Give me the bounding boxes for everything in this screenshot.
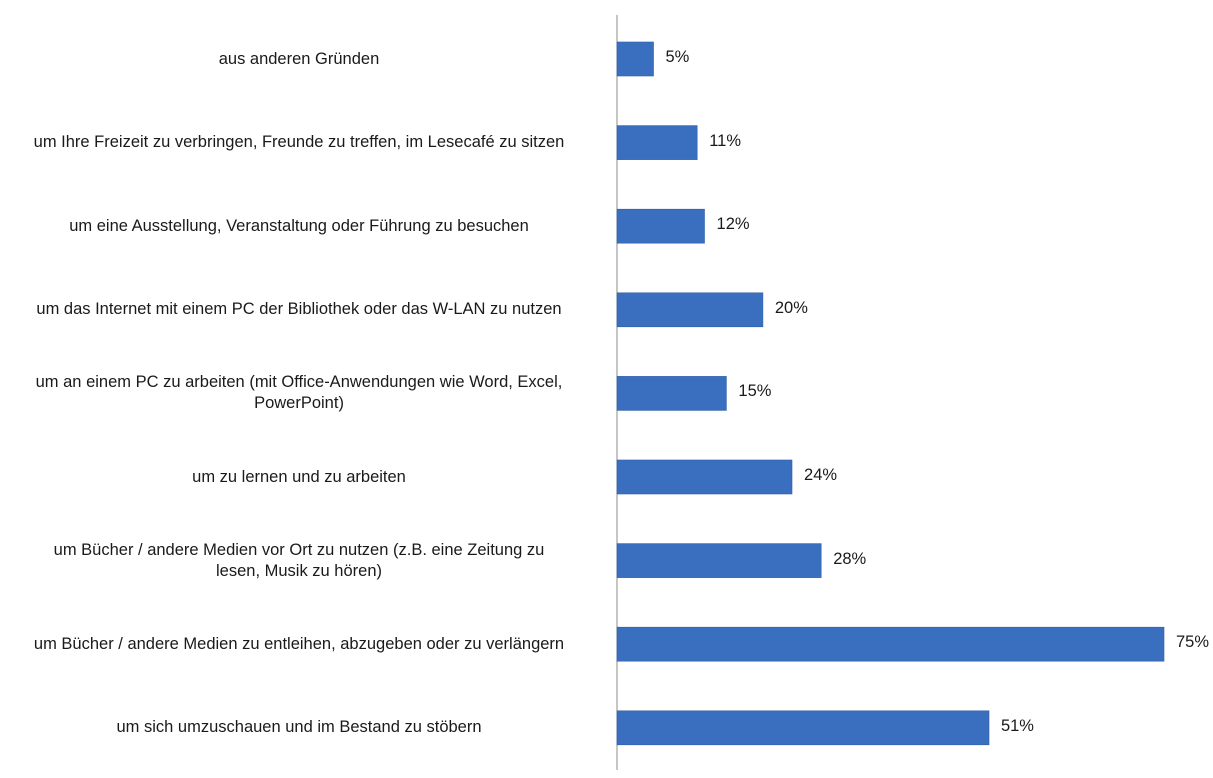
data-label: 11% [709, 131, 742, 150]
category-label-line: aus anderen Gründen [218, 49, 380, 68]
category-label-line: um Bücher / andere Medien vor Ort zu nut… [53, 540, 545, 559]
category-label: um eine Ausstellung, Veranstaltung oder … [0, 216, 599, 237]
category-label: um Bücher / andere Medien zu entleihen, … [0, 634, 599, 655]
data-label: 51% [1000, 716, 1034, 735]
bar [616, 41, 654, 77]
bar [616, 208, 705, 244]
category-label: um Ihre Freizeit zu verbringen, Freunde … [0, 132, 599, 153]
category-label: um zu lernen und zu arbeiten [0, 467, 599, 488]
data-label: 75% [1176, 633, 1210, 652]
category-label-line: um an einem PC zu arbeiten (mit Office-A… [35, 373, 563, 392]
category-label-line: um das Internet mit einem PC der Bibliot… [36, 300, 562, 319]
data-label: 12% [716, 215, 750, 234]
category-label-line: um Ihre Freizeit zu verbringen, Freunde … [33, 133, 565, 152]
bar [616, 710, 990, 746]
data-label: 24% [804, 466, 838, 484]
category-label-line: um sich umzuschauen und im Bestand zu st… [116, 718, 482, 737]
data-label: 15% [738, 382, 772, 401]
category-label: um das Internet mit einem PC der Bibliot… [0, 299, 599, 320]
category-label: um sich umzuschauen und im Bestand zu st… [0, 717, 599, 738]
bar [616, 459, 793, 495]
category-label-line: PowerPoint) [254, 394, 344, 413]
data-label: 28% [833, 549, 867, 568]
category-label: um an einem PC zu arbeiten (mit Office-A… [0, 372, 599, 414]
category-label: um Bücher / andere Medien vor Ort zu nut… [0, 540, 599, 582]
data-label: 20% [774, 298, 808, 317]
bar [616, 125, 698, 160]
bar [616, 292, 764, 328]
bar [616, 626, 1165, 662]
category-label-line: um eine Ausstellung, Veranstaltung oder … [69, 216, 529, 235]
category-label-line: um zu lernen und zu arbeiten [192, 467, 406, 486]
category-label-line: um Bücher / andere Medien zu entleihen, … [33, 634, 565, 653]
bar [616, 376, 727, 411]
category-label: aus anderen Gründen [0, 49, 599, 70]
bar [616, 543, 822, 578]
data-label: 5% [665, 48, 690, 66]
category-label-line: lesen, Musik zu hören) [216, 561, 382, 580]
